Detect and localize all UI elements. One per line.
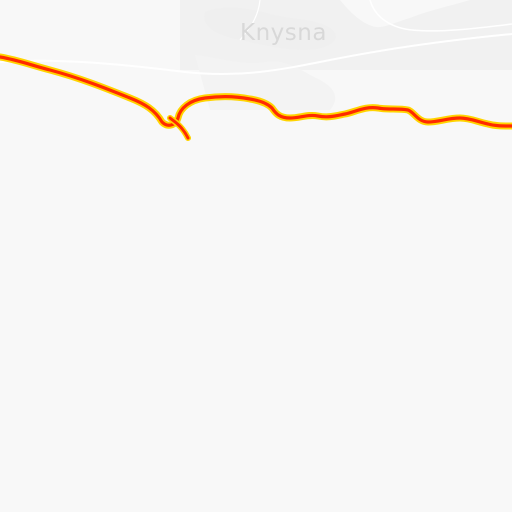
road-line xyxy=(369,0,512,32)
road-line xyxy=(239,0,261,41)
place-label-knysna: Knysna xyxy=(240,20,327,46)
route-line[interactable] xyxy=(0,55,512,128)
road-line xyxy=(0,33,512,76)
route-spur-core xyxy=(168,116,190,140)
lagoon-area xyxy=(204,7,336,50)
